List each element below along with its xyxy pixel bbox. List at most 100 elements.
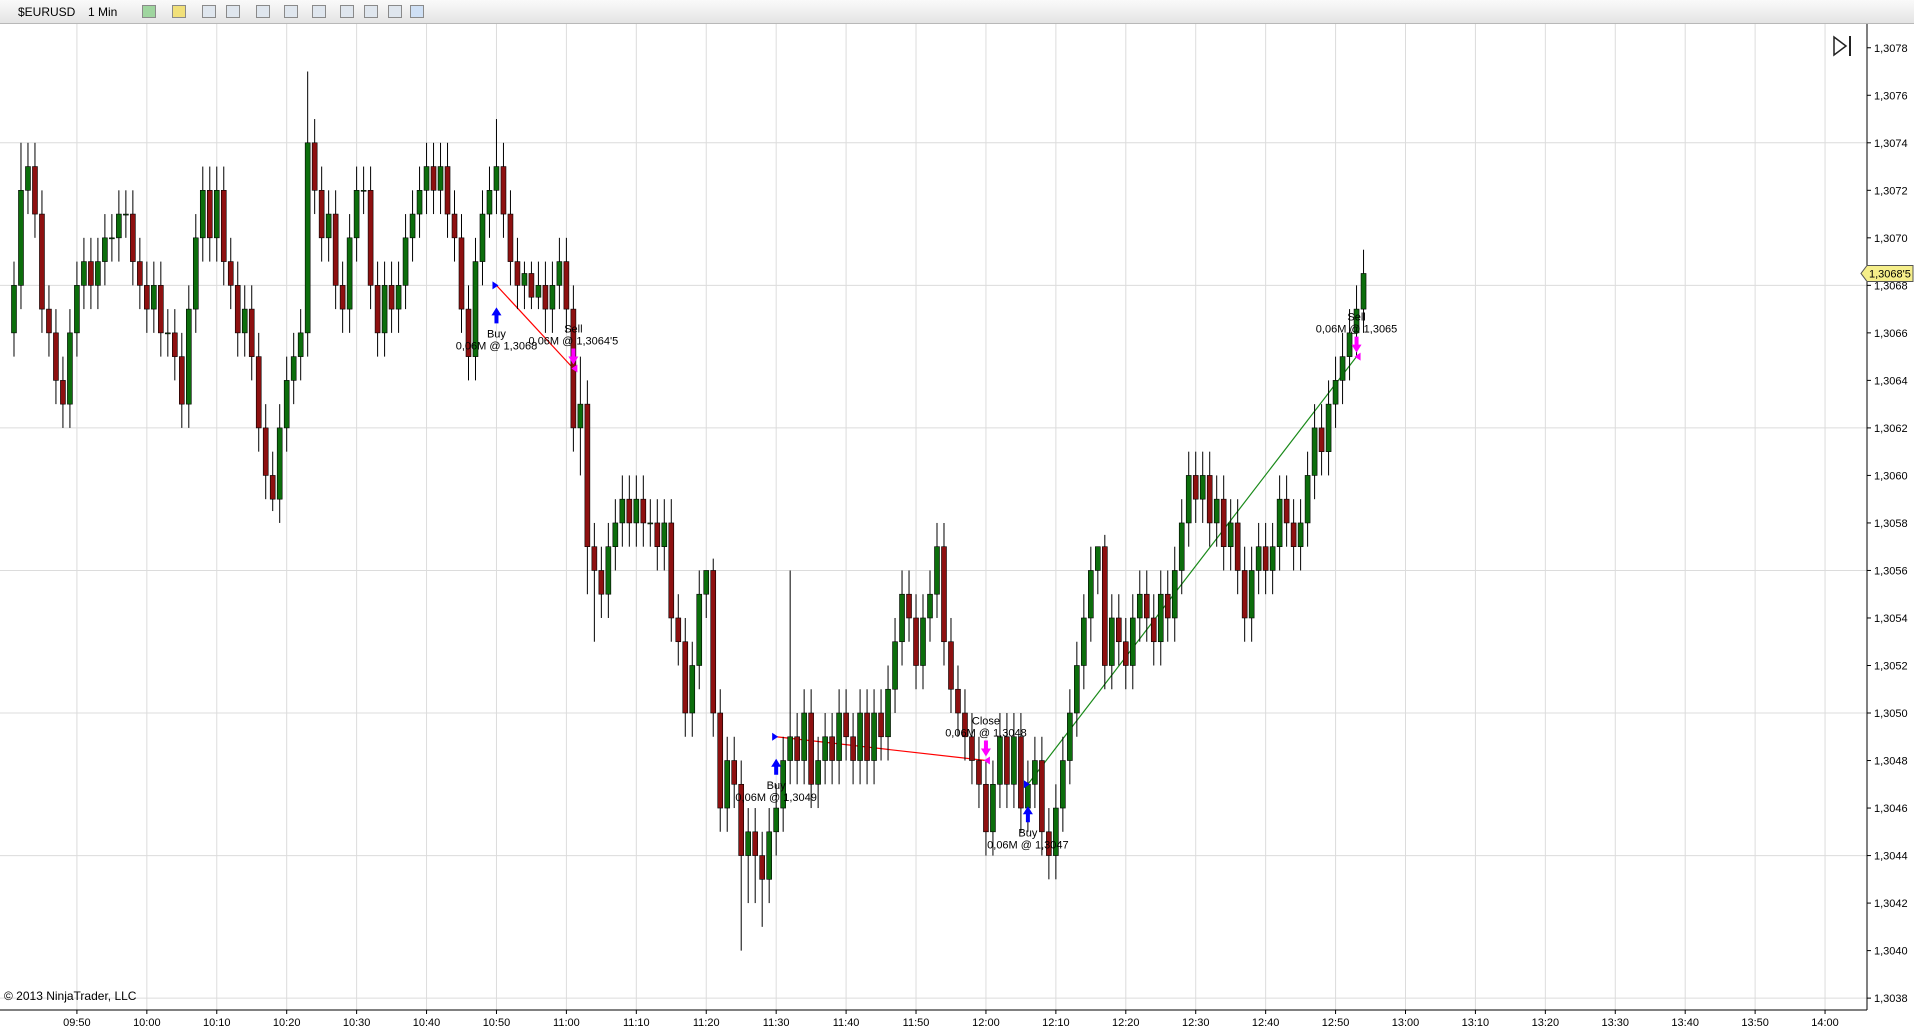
x-tick-label: 14:00 bbox=[1811, 1017, 1839, 1029]
candle-body bbox=[717, 712, 724, 809]
candle-body bbox=[808, 712, 814, 785]
y-tick-label: 1,3074 bbox=[1874, 138, 1908, 150]
candle-body bbox=[1304, 475, 1311, 524]
candle-body bbox=[130, 213, 136, 262]
candle-body bbox=[60, 380, 66, 405]
candle-body bbox=[353, 190, 360, 239]
candle-body bbox=[1311, 427, 1318, 476]
trade-label: 0,06M @ 1,3065 bbox=[1316, 324, 1398, 336]
x-tick-label: 10:40 bbox=[413, 1017, 441, 1029]
candle-body bbox=[913, 617, 919, 666]
candle-body bbox=[801, 712, 807, 761]
y-tick-label: 1,3050 bbox=[1874, 708, 1908, 720]
candle-body bbox=[878, 712, 884, 738]
y-tick-label: 1,3052 bbox=[1874, 660, 1908, 672]
candle-body bbox=[74, 285, 80, 334]
candle-body bbox=[102, 237, 108, 262]
data-box-button[interactable] bbox=[284, 5, 298, 18]
candle-body bbox=[479, 213, 486, 262]
candle-body bbox=[794, 736, 800, 761]
zoom-in-button[interactable] bbox=[202, 5, 216, 18]
candle-body bbox=[906, 593, 912, 619]
x-tick-label: 11:00 bbox=[553, 1017, 580, 1029]
candle-body bbox=[654, 522, 661, 547]
x-tick-label: 13:20 bbox=[1532, 1017, 1560, 1029]
candle-body bbox=[172, 332, 178, 357]
candle-body bbox=[1178, 522, 1185, 571]
candle-body bbox=[465, 308, 472, 357]
properties-button[interactable] bbox=[312, 5, 326, 18]
candle-body bbox=[123, 213, 129, 216]
candle-body bbox=[493, 166, 500, 191]
zoom-out-button[interactable] bbox=[226, 5, 240, 18]
y-tick-label: 1,3040 bbox=[1874, 946, 1908, 958]
y-tick-label: 1,3068 bbox=[1874, 280, 1908, 292]
candle-body bbox=[829, 736, 835, 761]
trade-action: Buy bbox=[1018, 827, 1037, 839]
grid bbox=[0, 24, 1867, 1010]
copyright: © 2013 NinjaTrader, LLC bbox=[4, 989, 137, 1003]
draw-button[interactable] bbox=[172, 5, 186, 18]
candle-body bbox=[1262, 546, 1269, 571]
candle-body bbox=[1290, 522, 1297, 547]
x-tick-label: 13:50 bbox=[1741, 1017, 1769, 1029]
chart-end-button[interactable] bbox=[1833, 35, 1851, 57]
candle-body bbox=[1067, 712, 1073, 761]
candle-body bbox=[367, 190, 374, 286]
x-tick-label: 10:30 bbox=[343, 1017, 371, 1029]
candle-body bbox=[1234, 522, 1241, 571]
entry-marker bbox=[492, 281, 499, 290]
candle-body bbox=[192, 237, 199, 310]
candle-body bbox=[731, 760, 738, 785]
candle-body bbox=[486, 190, 493, 215]
templates-button[interactable] bbox=[364, 5, 378, 18]
candle-body bbox=[1088, 570, 1094, 619]
candle-body bbox=[556, 261, 563, 286]
axes: 1,3038 1,3040 1,3042 1,3044 1,3046 1,3048 1,30… bbox=[63, 43, 1914, 1029]
layout-button[interactable] bbox=[410, 5, 424, 18]
candle-body bbox=[1248, 570, 1255, 619]
last-price-label: 1,3068'5 bbox=[1869, 268, 1911, 280]
candle-body bbox=[598, 570, 605, 595]
candle-body bbox=[892, 641, 898, 690]
trade-action: Buy bbox=[487, 328, 506, 340]
trade-label: 0,06M @ 1,3068 bbox=[456, 340, 538, 352]
candle-body bbox=[605, 546, 612, 595]
candle-body bbox=[402, 237, 409, 286]
y-tick-label: 1,3060 bbox=[1874, 470, 1908, 482]
x-tick-label: 11:20 bbox=[693, 1017, 720, 1029]
candle-body bbox=[46, 308, 52, 334]
buy-arrow bbox=[1022, 806, 1033, 823]
y-tick-label: 1,3038 bbox=[1874, 993, 1908, 1005]
candle-body bbox=[88, 261, 94, 286]
candle-body bbox=[927, 593, 933, 619]
sell-arrow bbox=[980, 740, 991, 757]
panels-button[interactable] bbox=[340, 5, 354, 18]
y-tick-label: 1,3058 bbox=[1874, 518, 1908, 530]
exit-marker bbox=[983, 756, 990, 765]
candle-body bbox=[332, 213, 339, 286]
plot-area bbox=[0, 24, 1867, 1010]
candle-body bbox=[1018, 736, 1024, 809]
cursor-button[interactable] bbox=[256, 5, 270, 18]
interval[interactable]: 1 Min bbox=[88, 5, 118, 19]
x-tick-label: 10:10 bbox=[203, 1017, 231, 1029]
candle-body bbox=[1297, 522, 1304, 547]
candle-body bbox=[213, 190, 220, 239]
play-icon[interactable] bbox=[1833, 35, 1848, 57]
instrument[interactable]: $EURUSD bbox=[18, 5, 76, 19]
candle-body bbox=[1346, 332, 1353, 357]
x-tick-label: 09:50 bbox=[63, 1017, 91, 1029]
candle-body bbox=[934, 546, 940, 595]
trade-action: Buy bbox=[767, 780, 786, 792]
candle-body bbox=[1046, 831, 1052, 856]
candle-body bbox=[584, 403, 591, 547]
candle-body bbox=[423, 166, 430, 191]
bar-type-button[interactable] bbox=[142, 5, 156, 18]
candle-body bbox=[815, 760, 821, 785]
candle-body bbox=[458, 237, 465, 310]
candles bbox=[11, 71, 1367, 951]
options-button[interactable] bbox=[388, 5, 402, 18]
candle-body bbox=[871, 712, 877, 761]
